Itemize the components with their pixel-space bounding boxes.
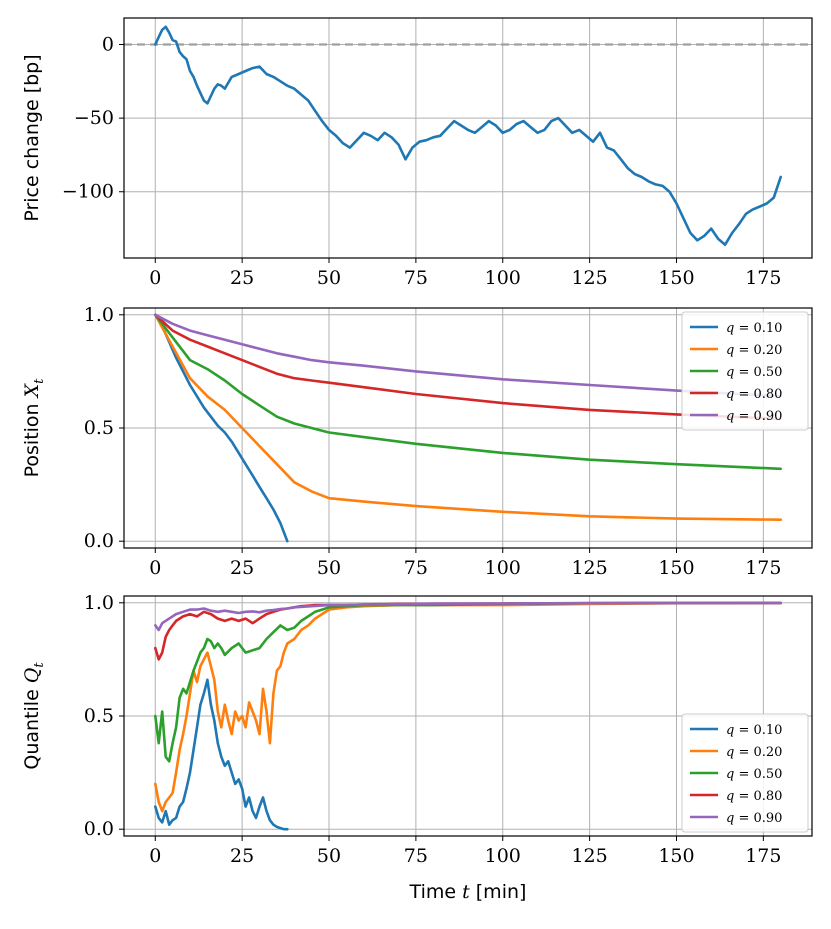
legend-label-var: q <box>726 365 734 380</box>
series-line-1 <box>154 25 783 246</box>
legend-label-3: q = 0.50 <box>726 365 782 380</box>
series-group <box>154 601 783 831</box>
axes-frame <box>123 17 813 259</box>
series-line-5 <box>154 313 783 398</box>
legend-label-2: q = 0.20 <box>726 745 782 760</box>
y-axis-label: Quantile Qt <box>21 662 47 770</box>
legend-label-4: q = 0.80 <box>726 387 782 402</box>
y-tick-label: 0 <box>102 34 114 56</box>
x-tick-label: 75 <box>404 557 428 579</box>
x-axis-label-var: t <box>462 881 470 903</box>
y-tick-label: 0.0 <box>84 818 114 840</box>
x-tick-label: 25 <box>230 557 254 579</box>
x-tick-label: 100 <box>485 845 521 867</box>
x-tick-label: 50 <box>317 557 341 579</box>
legend-label-4: q = 0.80 <box>726 789 782 804</box>
series-line-2 <box>154 601 783 813</box>
legend-label-value: = 0.50 <box>734 767 782 782</box>
y-axis-label-var: X <box>21 382 43 399</box>
legend-label-value: = 0.10 <box>734 321 782 336</box>
x-tick-label: 125 <box>571 557 607 579</box>
y-tick-label: 0.5 <box>84 417 114 439</box>
y-tick-label: 1.0 <box>84 592 114 614</box>
x-tick-label: 100 <box>485 267 521 289</box>
legend-label-2: q = 0.20 <box>726 343 782 358</box>
subplot-3: 0 25 50 75 100 125 150 175 0.0 0.5 1.0 Quantile Qt T… <box>21 592 813 903</box>
legend-label-value: = 0.20 <box>734 343 782 358</box>
x-tick-label: 175 <box>745 557 781 579</box>
x-tick-label: 25 <box>230 845 254 867</box>
series-line-1 <box>154 313 289 543</box>
x-axis-label: Time t [min] <box>409 881 527 903</box>
grid <box>124 18 812 258</box>
legend-label-value: = 0.90 <box>734 811 782 826</box>
series-line-5 <box>154 601 783 632</box>
y-tick-label: 0.5 <box>84 705 114 727</box>
y-axis-label: Position Xt <box>21 378 47 478</box>
x-axis-label-unit: [min] <box>470 881 527 903</box>
y-axis-label: Price change [bp] <box>21 54 43 221</box>
legend-label-var: q <box>726 789 734 804</box>
x-tick-label: 75 <box>404 845 428 867</box>
legend-label-var: q <box>726 409 734 424</box>
legend-label-var: q <box>726 745 734 760</box>
legend: q = 0.10q = 0.20q = 0.50q = 0.80q = 0.90 <box>681 713 809 833</box>
legend-box <box>681 713 809 833</box>
y-tick-label: −50 <box>74 107 114 129</box>
series-line-3 <box>154 313 783 471</box>
y-tick-label: 1.0 <box>84 304 114 326</box>
y-tick-label: −100 <box>62 181 114 203</box>
x-tick-label: 100 <box>485 557 521 579</box>
y-axis-label-var: Q <box>21 668 43 684</box>
legend-label-value: = 0.80 <box>734 387 782 402</box>
x-tick-label: 75 <box>404 267 428 289</box>
legend-label-value: = 0.50 <box>734 365 782 380</box>
x-tick-label: 150 <box>658 845 694 867</box>
legend-label-1: q = 0.10 <box>726 723 782 738</box>
x-tick-label: 175 <box>745 267 781 289</box>
x-tick-label: 125 <box>571 845 607 867</box>
legend-label-5: q = 0.90 <box>726 811 782 826</box>
legend-label-var: q <box>726 387 734 402</box>
series-line-1 <box>154 678 289 831</box>
legend-label-3: q = 0.50 <box>726 767 782 782</box>
y-axis-label-sub: t <box>32 662 47 668</box>
subplot-2: 0 25 50 75 100 125 150 175 0.0 0.5 1.0 Position Xt q… <box>21 304 813 579</box>
x-tick-label: 0 <box>149 557 161 579</box>
x-tick-label: 0 <box>149 267 161 289</box>
x-tick-label: 175 <box>745 845 781 867</box>
subplot-1: 0 25 50 75 100 125 150 175 0 −50 −100 Price change … <box>21 17 813 289</box>
x-tick-label: 150 <box>658 267 694 289</box>
x-tick-label: 125 <box>571 267 607 289</box>
legend-label-var: q <box>726 723 734 738</box>
legend-label-5: q = 0.90 <box>726 409 782 424</box>
x-tick-label: 0 <box>149 845 161 867</box>
legend-label-var: q <box>726 767 734 782</box>
x-tick-label: 50 <box>317 845 341 867</box>
series-line-4 <box>154 313 783 421</box>
x-tick-label: 50 <box>317 267 341 289</box>
legend-label-value: = 0.80 <box>734 789 782 804</box>
legend-label-var: q <box>726 343 734 358</box>
series-group <box>154 25 783 246</box>
x-tick-label: 25 <box>230 267 254 289</box>
legend-label-1: q = 0.10 <box>726 321 782 336</box>
legend-label-var: q <box>726 811 734 826</box>
series-line-2 <box>154 313 783 522</box>
legend-label-value: = 0.10 <box>734 723 782 738</box>
legend-box <box>681 311 809 431</box>
legend-label-value: = 0.90 <box>734 409 782 424</box>
x-tick-label: 150 <box>658 557 694 579</box>
legend-label-value: = 0.20 <box>734 745 782 760</box>
legend: q = 0.10q = 0.20q = 0.50q = 0.80q = 0.90 <box>681 311 809 431</box>
series-group <box>154 313 783 543</box>
y-axis-label-sub: t <box>32 378 47 384</box>
legend-label-var: q <box>726 321 734 336</box>
y-tick-label: 0.0 <box>84 530 114 552</box>
